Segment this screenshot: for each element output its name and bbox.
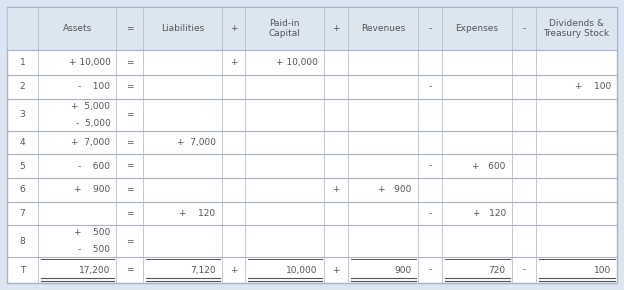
Text: 3: 3 [19, 110, 26, 119]
Text: +    500: + 500 [74, 228, 110, 237]
Text: -: - [522, 24, 525, 33]
Text: +: + [332, 24, 339, 33]
Text: 6: 6 [19, 185, 26, 194]
Text: =: = [126, 110, 134, 119]
Text: Assets: Assets [62, 24, 92, 33]
Text: 2: 2 [19, 82, 25, 91]
Text: + 10,000: + 10,000 [276, 58, 318, 67]
Text: +: + [332, 185, 339, 194]
Text: 7: 7 [19, 209, 26, 218]
Text: T: T [20, 266, 25, 275]
Text: 5: 5 [19, 162, 26, 171]
Text: -: - [428, 24, 431, 33]
Text: =: = [126, 82, 134, 91]
Text: =: = [126, 58, 134, 67]
Text: -    500: - 500 [79, 245, 110, 254]
Text: -  5,000: - 5,000 [76, 119, 110, 128]
Text: +  7,000: + 7,000 [177, 138, 215, 147]
Text: =: = [126, 209, 134, 218]
Text: +    120: + 120 [180, 209, 215, 218]
Text: +    900: + 900 [74, 185, 110, 194]
Text: +: + [230, 266, 237, 275]
Text: +   600: + 600 [472, 162, 506, 171]
Text: Paid-in
Capital: Paid-in Capital [269, 19, 301, 38]
Text: 900: 900 [394, 266, 412, 275]
Text: 10,000: 10,000 [286, 266, 318, 275]
Text: +   900: + 900 [379, 185, 412, 194]
Text: +  5,000: + 5,000 [71, 102, 110, 110]
Text: +: + [332, 266, 339, 275]
Text: + 10,000: + 10,000 [69, 58, 110, 67]
Text: -: - [428, 266, 431, 275]
Text: 4: 4 [19, 138, 25, 147]
Text: -: - [522, 266, 525, 275]
Text: =: = [126, 185, 134, 194]
Text: -    600: - 600 [79, 162, 110, 171]
Text: Liabilities: Liabilities [160, 24, 204, 33]
Text: =: = [126, 24, 134, 33]
Text: 8: 8 [19, 237, 26, 246]
Text: -: - [428, 82, 431, 91]
Text: Dividends &
Treasury Stock: Dividends & Treasury Stock [544, 19, 610, 38]
Text: =: = [126, 138, 134, 147]
Text: 720: 720 [489, 266, 506, 275]
Text: +  7,000: + 7,000 [71, 138, 110, 147]
Text: +   120: + 120 [472, 209, 506, 218]
Text: 17,200: 17,200 [79, 266, 110, 275]
Text: -: - [428, 162, 431, 171]
Text: +: + [230, 24, 237, 33]
Text: -: - [428, 209, 431, 218]
Text: +: + [230, 58, 237, 67]
Text: =: = [126, 237, 134, 246]
Text: Expenses: Expenses [456, 24, 499, 33]
Bar [7, 7, 617, 50]
Text: 1: 1 [19, 58, 26, 67]
Text: -    100: - 100 [79, 82, 110, 91]
Text: =: = [126, 162, 134, 171]
Text: +    100: + 100 [575, 82, 611, 91]
Text: =: = [126, 266, 134, 275]
Text: Revenues: Revenues [361, 24, 405, 33]
Text: 7,120: 7,120 [190, 266, 215, 275]
Text: 100: 100 [594, 266, 611, 275]
